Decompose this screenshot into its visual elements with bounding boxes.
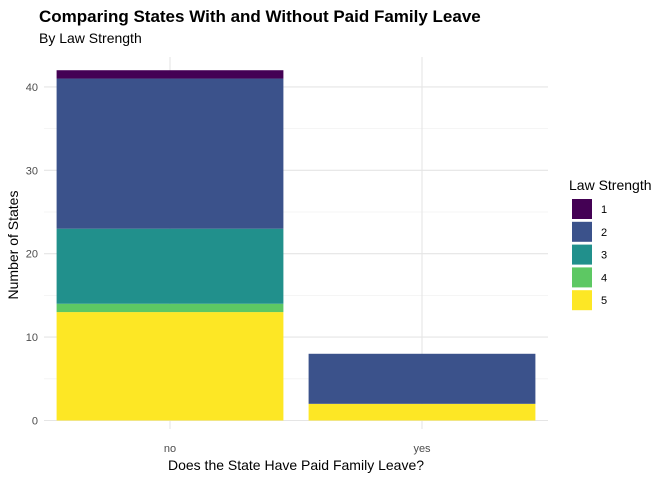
legend-items: 1 2 3 4 5 [572, 199, 607, 311]
legend-swatch-5 [572, 290, 592, 311]
legend-swatch-2 [572, 221, 592, 242]
plot-area [44, 57, 548, 429]
x-tick-label-yes: yes [413, 443, 431, 455]
y-tick-label: 30 [26, 165, 38, 177]
legend-label-2: 2 [601, 227, 607, 239]
legend-label-1: 1 [601, 204, 607, 216]
bar-segment-yes-strength-2 [308, 353, 536, 404]
y-tick-label: 40 [26, 82, 38, 94]
bar-segment-no-strength-1 [56, 70, 284, 79]
y-axis-label: Number of States [5, 191, 21, 300]
x-axis-ticks: no yes [164, 443, 431, 455]
legend: Law Strength 1 2 3 4 5 [569, 177, 652, 311]
x-axis-label: Does the State Have Paid Family Leave? [168, 457, 424, 473]
y-tick-label: 10 [26, 332, 38, 344]
x-tick-label-no: no [164, 443, 176, 455]
bar-segment-no-strength-2 [56, 78, 284, 229]
legend-swatch-1 [572, 199, 592, 219]
legend-label-4: 4 [601, 272, 607, 284]
chart-title: Comparing States With and Without Paid F… [39, 7, 481, 26]
legend-label-3: 3 [601, 250, 607, 262]
bar-segment-yes-strength-5 [308, 403, 536, 421]
legend-title: Law Strength [569, 177, 652, 193]
y-axis-ticks: 0 10 20 30 40 [26, 82, 38, 428]
legend-label-5: 5 [601, 295, 607, 307]
y-tick-label: 20 [26, 249, 38, 261]
bars [56, 70, 536, 421]
y-tick-label: 0 [32, 416, 38, 428]
bar-segment-no-strength-3 [56, 228, 284, 304]
bar-segment-no-strength-4 [56, 303, 284, 313]
bar-segment-no-strength-5 [56, 312, 284, 421]
legend-swatch-4 [572, 267, 592, 288]
legend-swatch-3 [572, 244, 592, 265]
chart-subtitle: By Law Strength [39, 30, 142, 46]
